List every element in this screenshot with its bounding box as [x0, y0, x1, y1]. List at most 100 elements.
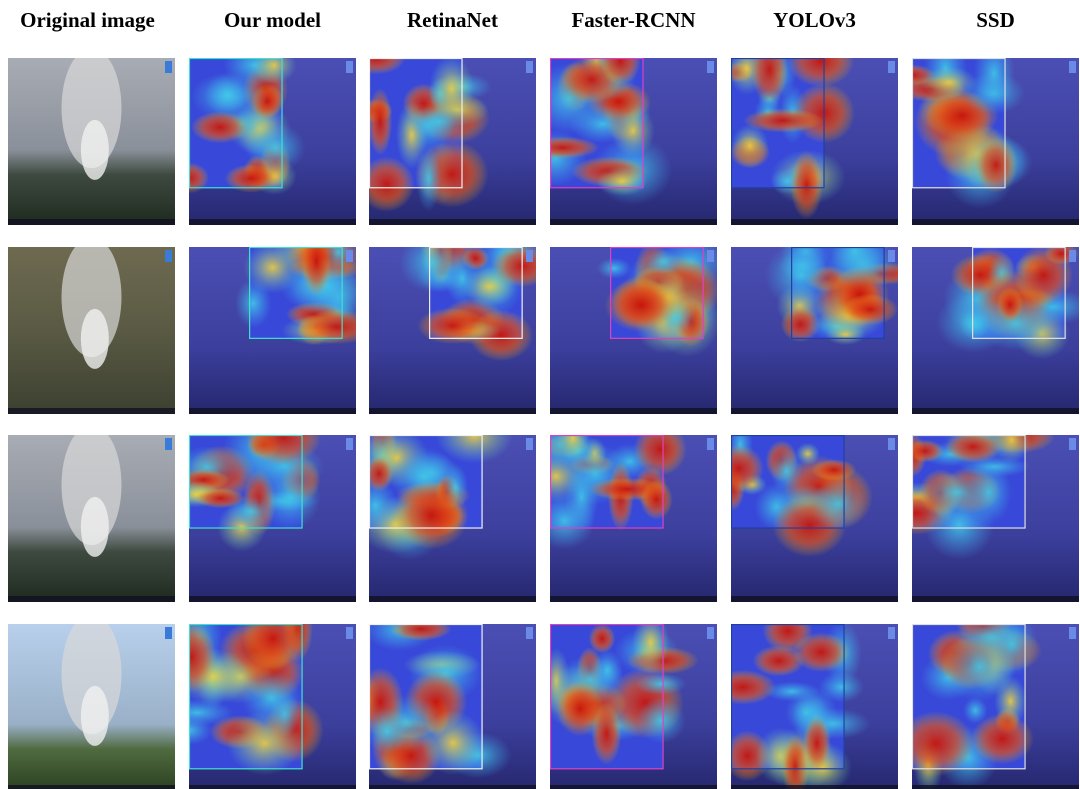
- heat-blob: [636, 698, 686, 744]
- heat-blob: [597, 166, 648, 196]
- heat-blob: [195, 488, 245, 508]
- caption-strip: [550, 408, 717, 414]
- cell-content: [189, 223, 376, 414]
- heatmap: [709, 609, 870, 789]
- image-cell: [356, 609, 536, 789]
- cell-content: [912, 243, 1080, 414]
- logo: [707, 438, 714, 450]
- column-header: YOLOv3: [773, 8, 856, 32]
- heat-blob: [368, 88, 392, 155]
- heat-blob: [842, 294, 898, 325]
- heat-blob: [394, 482, 469, 550]
- smoke: [81, 309, 109, 369]
- cell-content: [8, 425, 175, 602]
- logo: [1069, 438, 1076, 450]
- caption-strip: [550, 219, 717, 225]
- cell-content: [369, 220, 552, 414]
- cell-content: [169, 43, 356, 225]
- caption-strip: [731, 596, 898, 602]
- heat-blob: [399, 233, 465, 292]
- heat-blob: [259, 466, 321, 530]
- caption-strip: [912, 596, 1079, 602]
- heatmap: [160, 597, 323, 775]
- heat-blob: [825, 324, 866, 345]
- cell-content: [713, 419, 898, 602]
- logo: [526, 61, 533, 73]
- cell-content: [169, 408, 356, 602]
- heat-blob: [569, 105, 635, 144]
- heat-blob: [225, 164, 278, 193]
- logo: [165, 61, 172, 73]
- cell-content: [356, 609, 536, 789]
- heat-blob: [709, 670, 776, 705]
- smoke: [81, 497, 109, 557]
- caption-strip: [189, 408, 356, 414]
- heat-blob: [787, 36, 854, 87]
- heat-blob: [971, 714, 1034, 764]
- logo: [526, 250, 533, 262]
- caption-strip: [369, 596, 536, 602]
- image-cell: [8, 425, 175, 602]
- image-cell: [353, 409, 536, 602]
- caption-strip: [912, 408, 1079, 414]
- caption-strip: [369, 408, 536, 414]
- column-header: Faster-RCNN: [571, 8, 695, 32]
- heat-blob: [246, 408, 321, 465]
- heat-blob: [713, 445, 764, 492]
- cell-content: [731, 216, 921, 414]
- page: {"columns": ["Original image", "Our mode…: [0, 0, 1080, 789]
- image-cell: [877, 412, 1079, 602]
- logo: [1069, 61, 1076, 73]
- heatmap: [523, 28, 672, 205]
- heat-blob: [429, 55, 474, 122]
- heat-blob: [973, 39, 1014, 107]
- heat-blob: [751, 36, 788, 104]
- heat-blob: [635, 673, 687, 695]
- image-cell: [713, 419, 898, 602]
- heat-blob: [823, 216, 887, 287]
- image-cell: [889, 35, 1079, 225]
- heat-blob: [790, 151, 823, 219]
- heat-blob: [359, 157, 415, 212]
- column-header: Our model: [224, 8, 321, 32]
- cell-content: [523, 28, 717, 225]
- column-header: Original image: [20, 8, 155, 32]
- cell-content: [550, 235, 727, 414]
- caption-strip: [8, 219, 175, 225]
- cell-content: [897, 609, 1079, 789]
- caption-strip: [912, 219, 1079, 225]
- cell-content: [347, 42, 536, 225]
- image-cell: [169, 408, 356, 602]
- logo: [888, 438, 895, 450]
- image-cell: [543, 612, 717, 789]
- heat-blob: [811, 478, 866, 530]
- cell-content: [543, 612, 717, 789]
- heat-blob: [634, 423, 687, 476]
- caption-strip: [8, 596, 175, 602]
- image-cell: [912, 243, 1080, 414]
- logo: [888, 61, 895, 73]
- heat-blob: [936, 293, 1011, 353]
- image-cell: [189, 223, 376, 414]
- smoke: [81, 120, 109, 180]
- heat-blob: [191, 111, 249, 143]
- heat-blob: [597, 258, 632, 279]
- logo: [888, 250, 895, 262]
- image-cell: [709, 609, 898, 789]
- cell-content: [8, 237, 175, 414]
- heat-blob: [557, 415, 590, 462]
- cell-content: [353, 409, 536, 602]
- heat-blob: [421, 710, 484, 775]
- image-cell: [528, 415, 717, 602]
- heatmap: [897, 609, 1042, 789]
- heat-blob: [416, 145, 441, 212]
- logo: [707, 627, 714, 639]
- heat-blob: [390, 617, 451, 640]
- cell-content: [889, 35, 1079, 225]
- caption-strip: [550, 596, 717, 602]
- cell-content: [8, 48, 175, 225]
- heat-blob: [600, 37, 641, 85]
- heat-blob: [534, 492, 596, 550]
- caption-strip: [189, 785, 356, 789]
- logo: [346, 250, 353, 262]
